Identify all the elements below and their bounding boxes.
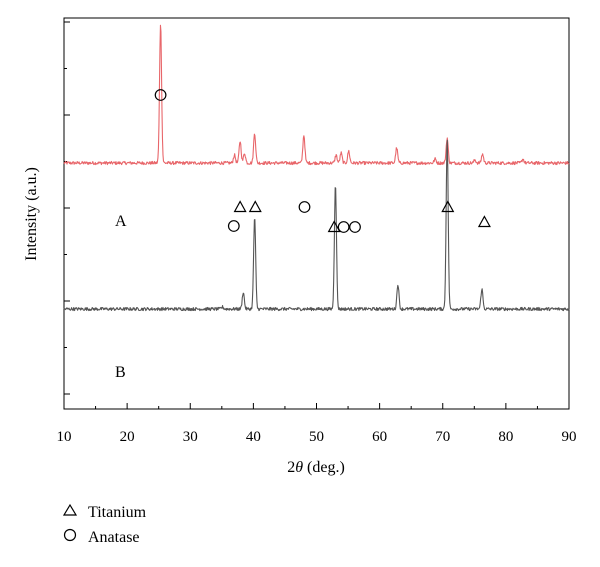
x-tick-label-90: 90 (562, 429, 577, 445)
x-axis-title-suffix: (deg.) (303, 459, 345, 476)
curve-label-a: A (115, 213, 127, 230)
legend: Titanium Anatase (62, 500, 146, 550)
plot-frame (63, 17, 570, 410)
titanium-marker-8 (441, 200, 455, 213)
legend-label-anatase: Anatase (88, 528, 140, 546)
xrd-chart: 10 20 30 40 50 60 70 80 90 A B Intensity (a.u.) … (23, 17, 577, 476)
x-tick-label-10: 10 (57, 429, 72, 445)
titanium-marker-3 (248, 200, 262, 213)
x-axis-ticks (63, 403, 570, 409)
x-axis-title-variable: θ (295, 459, 303, 476)
x-axis-tick-labels: 10 20 30 40 50 60 70 80 90 (57, 429, 577, 445)
legend-label-titanium: Titanium (88, 503, 147, 521)
anatase-marker-7 (349, 221, 361, 233)
triangle-icon (62, 503, 88, 522)
x-tick-label-70: 70 (435, 429, 450, 445)
anatase-marker-0 (154, 89, 167, 101)
titanium-marker-2 (233, 200, 247, 213)
series-line-a (63, 24, 570, 166)
legend-item-titanium: Titanium (62, 500, 146, 525)
x-tick-label-20: 20 (120, 429, 135, 445)
series-group (63, 24, 570, 312)
x-tick-label-30: 30 (183, 429, 198, 445)
x-axis-title: 2θ (deg.) (287, 459, 345, 476)
x-tick-label-80: 80 (498, 429, 513, 445)
anatase-marker-1 (227, 220, 240, 232)
titanium-marker-5 (327, 220, 341, 233)
y-axis-ticks (64, 21, 70, 395)
circle-icon (62, 528, 88, 547)
anatase-marker-4 (298, 201, 311, 213)
x-tick-label-50: 50 (309, 429, 324, 445)
series-line-b (63, 139, 570, 312)
legend-item-anatase: Anatase (62, 525, 146, 550)
curve-label-b: B (115, 364, 126, 381)
y-axis-title: Intensity (a.u.) (23, 167, 40, 261)
x-axis-title-prefix: 2 (287, 459, 295, 476)
titanium-marker-9 (477, 215, 491, 228)
x-tick-label-40: 40 (246, 429, 261, 445)
x-tick-label-60: 60 (372, 429, 387, 445)
peak-annotations (154, 89, 491, 233)
anatase-marker-6 (337, 221, 350, 233)
